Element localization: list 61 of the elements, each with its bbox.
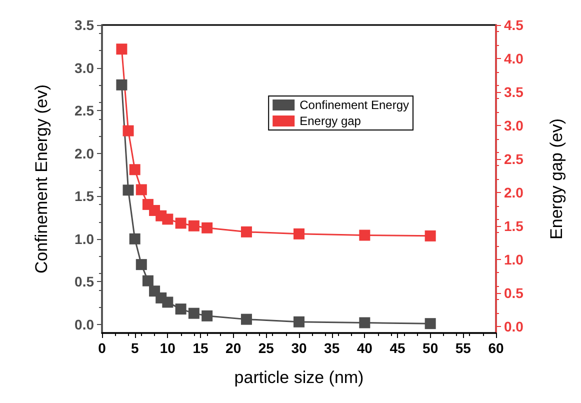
point (116, 44, 128, 55)
legend-label: Energy gap (300, 114, 362, 128)
y-axis-title: Confinement Energy (ev) (32, 84, 51, 274)
legend-label: Confinement Energy (300, 98, 410, 112)
point (175, 218, 186, 229)
x-tick-label: 50 (422, 340, 438, 356)
point (162, 296, 174, 308)
point (162, 214, 174, 225)
point (122, 125, 134, 136)
point (188, 220, 200, 232)
y2-tick-label: 1.5 (504, 218, 524, 234)
x-axis-title: particle size (nm) (234, 368, 364, 387)
x-tick-label: 25 (258, 340, 274, 356)
x-tick-label: 15 (192, 340, 208, 356)
point (424, 318, 436, 330)
y2-tick-label: 4.5 (504, 17, 524, 33)
x-tick-label: 5 (130, 340, 139, 356)
point (129, 164, 140, 176)
y2-tick-label: 2.5 (504, 150, 524, 167)
point (136, 259, 147, 270)
y2-tick-label: 0.5 (504, 284, 524, 301)
point (359, 230, 370, 241)
y-tick-label: 2.5 (74, 102, 94, 119)
x-tick-label: 20 (226, 340, 242, 356)
y-tick-label: 1.5 (74, 188, 94, 204)
y2-tick-label: 4.0 (504, 50, 524, 66)
point (142, 275, 154, 286)
y2-tick-label: 3.5 (504, 84, 524, 100)
y2-tick-label: 1.0 (504, 251, 524, 268)
x-tick-label: 60 (488, 340, 504, 356)
x-tick-label: 10 (160, 340, 176, 356)
x-tick-label: 55 (455, 340, 472, 356)
y-tick-label: 2.0 (74, 145, 94, 162)
point (136, 184, 147, 196)
y-tick-label: 1.0 (74, 230, 94, 247)
x-tick-label: 40 (356, 340, 373, 356)
y2-axis-title: Energy gap (ev) (547, 118, 566, 240)
point (129, 233, 140, 244)
point (175, 304, 186, 315)
x-tick-label: 35 (324, 340, 340, 356)
point (294, 228, 304, 240)
point (116, 79, 128, 90)
point (424, 230, 436, 242)
point (122, 184, 134, 196)
y2-tick-label: 0.0 (504, 318, 524, 334)
y2-tick-label: 3.0 (504, 117, 524, 134)
y-tick-label: 3.5 (74, 17, 94, 33)
y-tick-label: 3.0 (74, 60, 94, 76)
y-tick-label: 0.0 (74, 316, 94, 332)
point (188, 308, 200, 319)
point (202, 222, 213, 234)
point (202, 310, 213, 322)
point (240, 226, 252, 238)
point (240, 314, 252, 325)
x-tick-label: 0 (98, 340, 106, 356)
y2-tick-label: 2.0 (504, 184, 524, 200)
point (294, 316, 304, 328)
x-tick-label: 30 (291, 340, 307, 356)
x-tick-label: 45 (390, 340, 406, 356)
y-tick-label: 0.5 (74, 274, 94, 290)
point (359, 317, 370, 328)
